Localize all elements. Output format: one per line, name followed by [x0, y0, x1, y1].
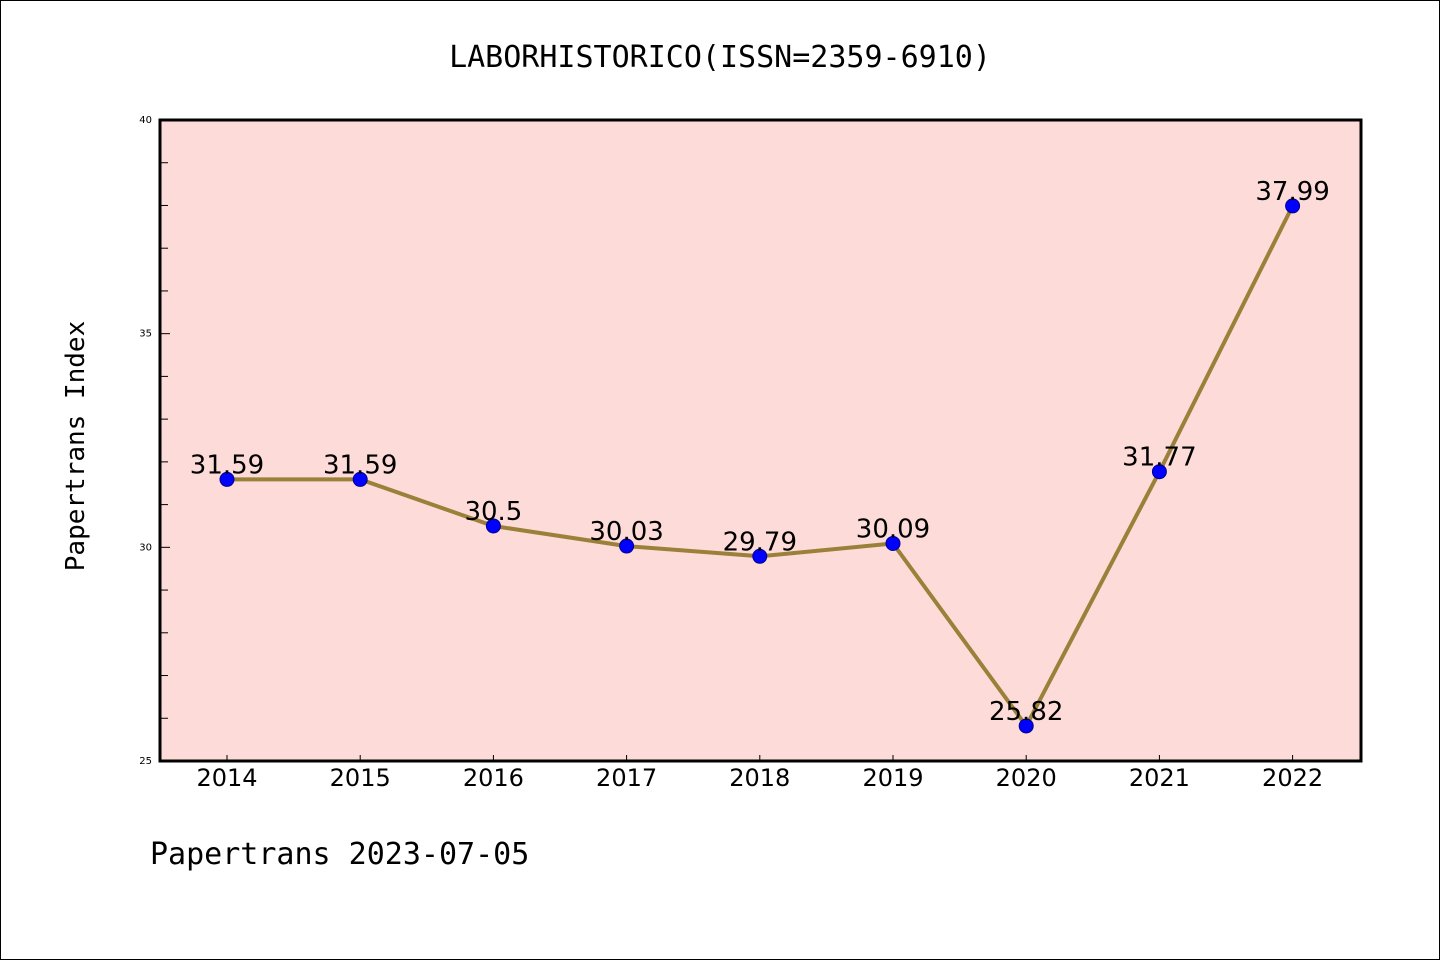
data-labels: 31.59 31.59 30.5 30.03 29.79 30.09 25.82 31.77 3…	[190, 177, 1330, 727]
y-tick-label: 35	[139, 329, 152, 340]
data-point	[219, 471, 235, 487]
data-point	[885, 535, 901, 551]
y-tick-label: 30	[139, 542, 152, 553]
x-tick-label: 2015	[330, 764, 391, 792]
data-point	[752, 548, 768, 564]
x-tick-label: 2014	[196, 764, 257, 792]
footer-credit: Papertrans 2023-07-05	[150, 837, 529, 872]
data-point	[1151, 464, 1167, 480]
y-axis: 25 30 35 40	[139, 115, 170, 767]
plot-area	[158, 118, 1363, 763]
x-tick-label: 2022	[1262, 764, 1323, 792]
chart-title: LABORHISTORICO(ISSN=2359-6910)	[449, 40, 991, 75]
data-point	[352, 471, 368, 487]
data-markers	[219, 198, 1301, 734]
y-tick-label: 40	[139, 115, 152, 126]
data-point	[1285, 198, 1301, 214]
data-point	[1018, 718, 1034, 734]
x-tick-label: 2017	[596, 764, 657, 792]
x-tick-label: 2020	[996, 764, 1057, 792]
x-tick-label: 2019	[862, 764, 923, 792]
data-label: 31.77	[1122, 443, 1196, 473]
y-axis-label: Papertrans Index	[61, 321, 91, 571]
data-label: 30.03	[589, 517, 663, 547]
data-point	[619, 538, 635, 554]
data-label: 29.79	[723, 527, 797, 557]
data-label: 31.59	[323, 450, 397, 480]
data-label: 25.82	[989, 697, 1063, 727]
x-axis: 2014 2015 2016 2017 2018 2019 2020 2021 2022	[196, 755, 1323, 792]
data-label: 30.09	[856, 514, 930, 544]
data-label: 31.59	[190, 450, 264, 480]
data-label: 37.99	[1255, 177, 1329, 207]
y-tick-label: 25	[139, 756, 152, 767]
data-point	[485, 518, 501, 534]
x-tick-label: 2018	[729, 764, 790, 792]
x-tick-label: 2021	[1129, 764, 1190, 792]
x-tick-label: 2016	[463, 764, 524, 792]
data-label: 30.5	[464, 497, 522, 527]
